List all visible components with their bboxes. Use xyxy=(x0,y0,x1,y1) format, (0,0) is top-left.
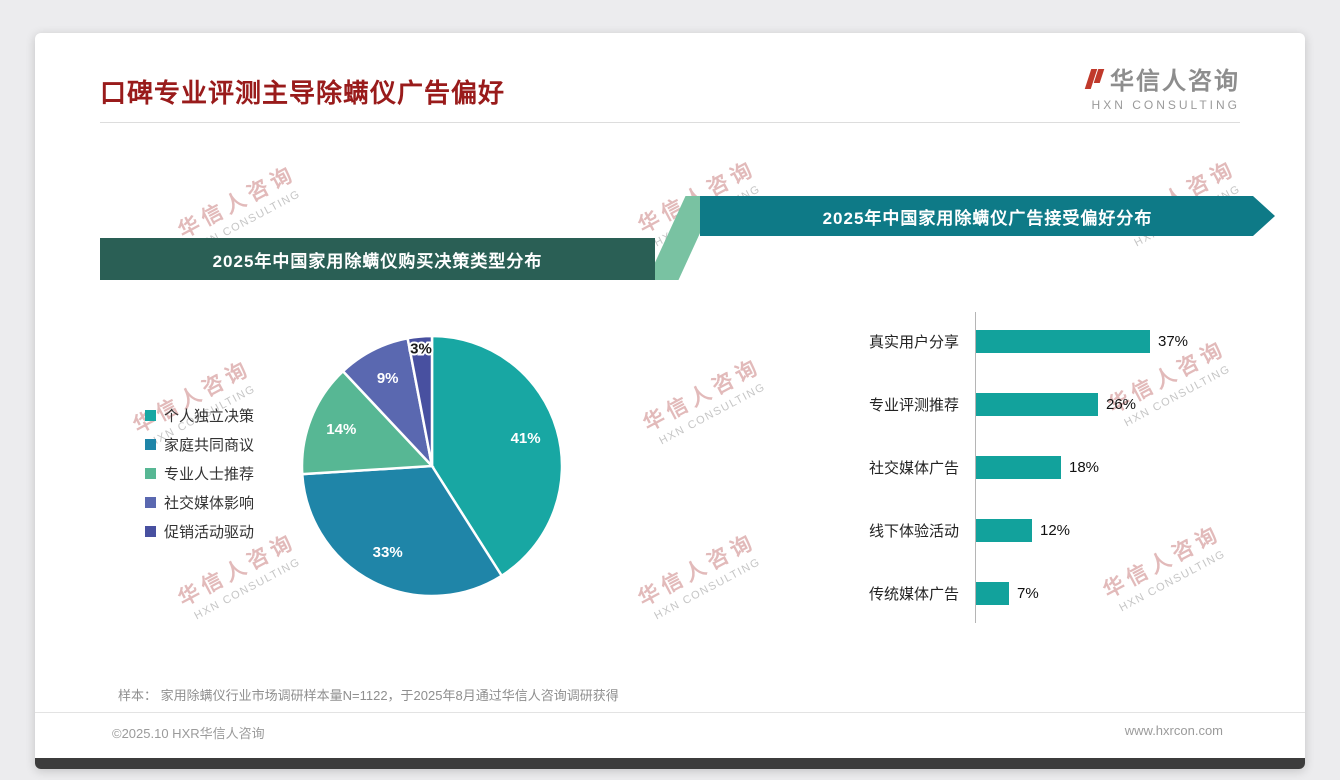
bar-value-label: 26% xyxy=(1106,396,1137,413)
bar-category-label: 线下体验活动 xyxy=(868,523,959,540)
bar-track: 12% xyxy=(975,519,1070,542)
pie-data-label: 14% xyxy=(326,421,356,438)
pie-legend: 个人独立决策 家庭共同商议 专业人士推荐 社交媒体影响 促销活动驱动 xyxy=(145,401,254,546)
bar xyxy=(976,456,1061,479)
bar-category-label: 传统媒体广告 xyxy=(868,586,959,603)
logo-name-en: HXN CONSULTING xyxy=(1091,98,1240,112)
pie-slice-1 xyxy=(300,464,504,598)
bar xyxy=(976,519,1032,542)
report-slide: 华信人咨询 HXN CONSULTING 华信人咨询 HXN CONSULTING … xyxy=(35,33,1305,769)
bar-category-label: 社交媒体广告 xyxy=(868,460,959,477)
pie-slice-4 xyxy=(406,334,434,467)
bar-value-label: 37% xyxy=(1158,333,1189,350)
legend-item: 个人独立决策 xyxy=(145,401,254,430)
legend-label: 促销活动驱动 xyxy=(164,524,255,541)
pie-data-label: 33% xyxy=(373,544,403,561)
header-divider xyxy=(100,122,1240,123)
bar-value-label: 7% xyxy=(1017,585,1039,602)
logo-icon xyxy=(1084,68,1105,90)
legend-marker xyxy=(145,497,156,508)
bar-track: 37% xyxy=(975,330,1188,353)
logo-name-cn: 华信人咨询 xyxy=(1110,68,1240,95)
bar-category-label: 专业评测推荐 xyxy=(868,397,959,414)
legend-label: 社交媒体影响 xyxy=(164,495,255,512)
company-logo: 华信人咨询 HXN CONSULTING xyxy=(1084,61,1240,112)
pie-slice-2 xyxy=(300,369,435,476)
legend-item: 家庭共同商议 xyxy=(145,430,254,459)
legend-marker xyxy=(145,526,156,537)
bar-row: 真实用户分享 37% xyxy=(850,310,1270,373)
legend-marker xyxy=(145,439,156,450)
bar-track: 18% xyxy=(975,456,1099,479)
pie-chart: 41% 33% 14% 9% 3% xyxy=(300,334,564,598)
bar-row: 社交媒体广告 18% xyxy=(850,436,1270,499)
legend-item: 专业人士推荐 xyxy=(145,459,254,488)
bar-track: 7% xyxy=(975,582,1039,605)
pie-chart-title-banner: 2025年中国家用除螨仪购买决策类型分布 xyxy=(100,238,655,280)
bar-chart: 真实用户分享 37% 专业评测推荐 26% 社交媒体广告 18% 线下体验活动 12% 传统媒体… xyxy=(850,310,1270,625)
bar-row: 专业评测推荐 26% xyxy=(850,373,1270,436)
legend-marker xyxy=(145,410,156,421)
bar xyxy=(976,393,1098,416)
sample-note: 样本： 家用除螨仪行业市场调研样本量N=1122，于2025年8月通过华信人咨询… xyxy=(118,688,619,703)
bar-value-label: 12% xyxy=(1040,522,1071,539)
footer-divider xyxy=(35,712,1305,713)
bar xyxy=(976,330,1150,353)
bottom-accent-bar xyxy=(35,758,1305,769)
website-url: www.hxrcon.com xyxy=(1124,723,1223,738)
legend-label: 专业人士推荐 xyxy=(164,466,255,483)
bar-chart-title-banner: 2025年中国家用除螨仪广告接受偏好分布 xyxy=(700,196,1275,236)
copyright-text: ©2025.10 HXR华信人咨询 xyxy=(112,726,265,741)
bar-row: 线下体验活动 12% xyxy=(850,499,1270,562)
legend-label: 家庭共同商议 xyxy=(164,437,255,454)
pie-data-label: 41% xyxy=(511,430,541,447)
bar-value-label: 18% xyxy=(1069,459,1100,476)
legend-item: 社交媒体影响 xyxy=(145,488,254,517)
bar-category-label: 真实用户分享 xyxy=(868,334,959,351)
bar xyxy=(976,582,1009,605)
pie-data-label: 9% xyxy=(377,370,399,387)
legend-item: 促销活动驱动 xyxy=(145,517,254,546)
legend-label: 个人独立决策 xyxy=(164,408,255,425)
bar-track: 26% xyxy=(975,393,1136,416)
bar-row: 传统媒体广告 7% xyxy=(850,562,1270,625)
legend-marker xyxy=(145,468,156,479)
page-title: 口碑专业评测主导除螨仪广告偏好 xyxy=(100,78,506,108)
pie-data-label: 3% xyxy=(410,340,432,357)
